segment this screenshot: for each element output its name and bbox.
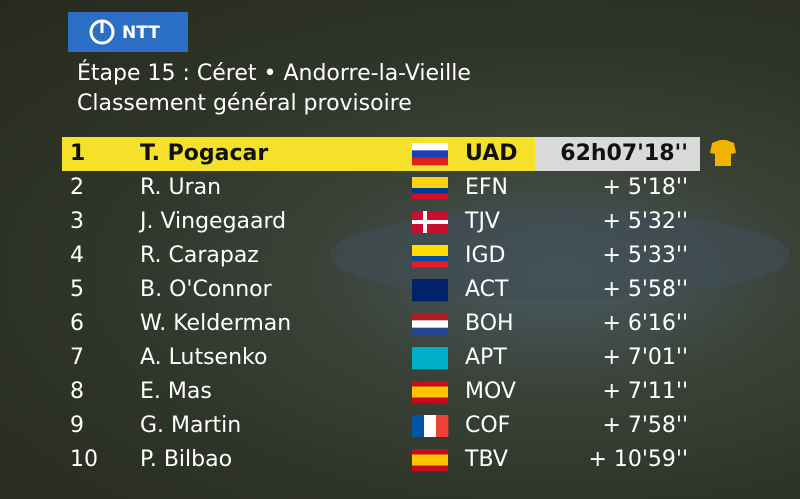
team-code: BOH bbox=[465, 311, 514, 336]
rank: 3 bbox=[70, 209, 84, 234]
flag bbox=[412, 454, 448, 461]
rank: 8 bbox=[70, 379, 84, 404]
gap-time: + 5'58'' bbox=[602, 277, 688, 302]
gap-time: + 10'59'' bbox=[588, 447, 688, 472]
flag bbox=[412, 157, 448, 166]
flag bbox=[412, 143, 448, 151]
leader-time-box bbox=[535, 137, 700, 171]
team-code: COF bbox=[465, 413, 510, 438]
gap-time: + 5'32'' bbox=[602, 209, 688, 234]
flag bbox=[412, 256, 448, 262]
team-code: TJV bbox=[464, 209, 500, 234]
flag bbox=[412, 313, 448, 321]
rank: 7 bbox=[70, 345, 84, 370]
flag bbox=[412, 465, 448, 472]
flag bbox=[412, 177, 448, 183]
rider-name: J. Vingegaard bbox=[138, 209, 286, 234]
rider-name: T. Pogacar bbox=[140, 141, 268, 166]
flag bbox=[412, 460, 448, 466]
rider-name: W. Kelderman bbox=[140, 311, 291, 336]
sponsor-box bbox=[68, 12, 188, 52]
gap-time: + 5'18'' bbox=[602, 175, 688, 200]
gap-time: + 7'11'' bbox=[602, 379, 688, 404]
flag bbox=[424, 415, 437, 437]
flag bbox=[412, 449, 448, 455]
rider-name: E. Mas bbox=[140, 379, 212, 404]
lake bbox=[330, 210, 790, 300]
rank: 1 bbox=[70, 141, 85, 166]
flag bbox=[412, 250, 448, 257]
flag bbox=[412, 193, 448, 200]
stage-title: Étape 15 : Céret • Andorre-la-Vieille bbox=[77, 60, 471, 86]
flag bbox=[412, 182, 448, 189]
gap-time: + 6'16'' bbox=[602, 311, 688, 336]
flag bbox=[412, 150, 448, 158]
rank: 10 bbox=[70, 447, 98, 472]
flag bbox=[412, 397, 448, 404]
rider-name: R. Carapaz bbox=[140, 243, 259, 268]
flag bbox=[412, 279, 448, 302]
flag bbox=[412, 320, 448, 328]
classification-title: Classement général provisoire bbox=[77, 91, 412, 116]
rider-name: R. Uran bbox=[140, 175, 221, 200]
team-code: MOV bbox=[465, 379, 516, 404]
flag bbox=[412, 327, 448, 336]
team-code: EFN bbox=[465, 175, 508, 200]
gap-time: + 7'58'' bbox=[602, 413, 688, 438]
rank: 9 bbox=[70, 413, 84, 438]
rank: 6 bbox=[70, 311, 84, 336]
team-code: ACT bbox=[465, 277, 509, 302]
team-code: UAD bbox=[465, 141, 517, 166]
gap-time: + 5'33'' bbox=[602, 243, 688, 268]
flag bbox=[412, 392, 448, 398]
leader-band bbox=[62, 137, 535, 171]
sponsor-logo bbox=[89, 19, 115, 45]
flag bbox=[412, 381, 448, 387]
rank: 2 bbox=[70, 175, 84, 200]
gap-time: 62h07'18'' bbox=[560, 141, 688, 166]
flag bbox=[412, 347, 448, 370]
flag bbox=[412, 386, 448, 393]
rider-name: P. Bilbao bbox=[140, 447, 232, 472]
flag bbox=[412, 415, 425, 437]
rider-name: B. O'Connor bbox=[140, 277, 273, 302]
yellow-jersey-icon bbox=[710, 140, 736, 166]
flag bbox=[436, 415, 449, 437]
gap-time: + 7'01'' bbox=[602, 345, 688, 370]
team-code: TBV bbox=[464, 447, 508, 472]
sponsor-name: NTT bbox=[122, 23, 160, 43]
flag bbox=[412, 188, 448, 194]
team-code: APT bbox=[465, 345, 507, 370]
team-code: IGD bbox=[465, 243, 505, 268]
rank: 4 bbox=[70, 243, 84, 268]
flag bbox=[412, 245, 448, 251]
rider-name: A. Lutsenko bbox=[140, 345, 267, 370]
flag bbox=[412, 261, 448, 268]
rider-name: G. Martin bbox=[140, 413, 241, 438]
rank: 5 bbox=[70, 277, 84, 302]
flag bbox=[412, 220, 448, 224]
